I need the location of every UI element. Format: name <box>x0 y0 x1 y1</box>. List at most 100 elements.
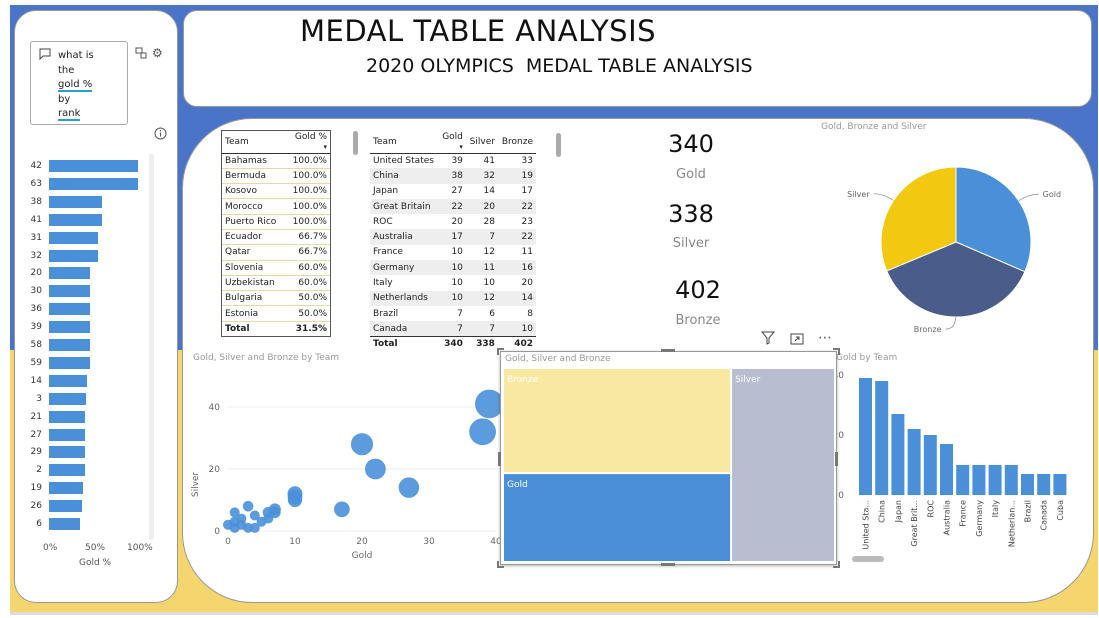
scatter-point[interactable] <box>249 522 260 533</box>
qa-bar[interactable] <box>49 321 90 334</box>
qa-bar[interactable] <box>49 464 85 477</box>
table-row[interactable]: Slovenia 60.0% <box>222 260 330 276</box>
qa-bar[interactable] <box>49 410 86 423</box>
bar[interactable] <box>859 378 872 495</box>
qa-bar[interactable] <box>49 339 90 351</box>
bar[interactable] <box>891 414 905 495</box>
resize-handle[interactable] <box>833 348 840 355</box>
qa-bar[interactable] <box>49 428 85 441</box>
qa-bar[interactable] <box>49 392 87 405</box>
table-row[interactable]: Qatar 66.7% <box>222 244 330 261</box>
scatter-point[interactable] <box>242 500 254 512</box>
table-row[interactable]: Bulgaria 50.0% <box>222 290 330 306</box>
focus-mode-icon[interactable] <box>790 332 804 349</box>
table-row[interactable]: Morocco 100.0% <box>222 198 330 215</box>
qa-bar[interactable] <box>49 482 83 495</box>
pie-slice-silver[interactable] <box>880 166 957 272</box>
scatter-point[interactable] <box>223 519 233 530</box>
scatter-point[interactable] <box>469 418 496 446</box>
col-header-silver[interactable]: Silver <box>469 136 495 147</box>
resize-handle[interactable] <box>497 561 504 568</box>
bar[interactable] <box>923 435 937 495</box>
info-icon[interactable] <box>154 127 167 143</box>
qa-bar[interactable] <box>49 303 90 316</box>
pie-slice-gold[interactable] <box>955 166 1032 273</box>
qa-bar[interactable] <box>49 249 98 262</box>
bar[interactable] <box>988 465 1002 495</box>
bar[interactable] <box>940 444 953 495</box>
scatter-point[interactable] <box>256 516 267 527</box>
table-row[interactable]: Puerto Rico 100.0% <box>222 214 330 230</box>
qa-bar[interactable] <box>49 267 90 280</box>
table-row[interactable]: Germany 10 11 16 <box>370 260 536 276</box>
scatter-point[interactable] <box>229 507 240 518</box>
qa-bar[interactable] <box>49 160 138 172</box>
col-header-team[interactable]: Team <box>225 136 249 147</box>
treemap-tile-silver[interactable] <box>732 369 834 561</box>
table-row[interactable]: Uzbekistan 60.0% <box>222 275 330 291</box>
table-row[interactable]: Australia 17 7 22 <box>370 229 536 245</box>
scatter-point[interactable] <box>334 501 350 518</box>
resize-handle[interactable] <box>498 452 501 466</box>
table-row[interactable]: Canada 7 7 10 <box>370 321 536 337</box>
qa-bar[interactable] <box>49 231 98 244</box>
col-header-gold[interactable]: Gold ▾ <box>442 131 463 151</box>
scatter-point[interactable] <box>398 477 420 498</box>
table-row[interactable]: Japan 27 14 17 <box>370 183 536 199</box>
col-header-team[interactable]: Team <box>373 136 397 147</box>
bar[interactable] <box>907 429 921 495</box>
table-row[interactable]: Bermuda 100.0% <box>222 168 330 184</box>
treemap-tile-bronze[interactable] <box>504 369 731 473</box>
table-row[interactable]: France 10 12 11 <box>370 244 536 261</box>
medal-table-scrollbar[interactable] <box>556 133 561 157</box>
scatter-point[interactable] <box>249 510 260 521</box>
gold-pct-table-scrollbar[interactable] <box>353 131 358 155</box>
qa-bar[interactable] <box>49 518 81 530</box>
qa-bar[interactable] <box>49 356 90 369</box>
qa-bar[interactable] <box>49 177 138 190</box>
qa-transform-icon[interactable] <box>135 47 147 62</box>
qa-bar[interactable] <box>49 374 88 387</box>
qa-bar[interactable] <box>49 195 103 208</box>
bar[interactable] <box>1053 474 1067 495</box>
bar-chart-scrollbar[interactable] <box>852 556 884 562</box>
more-options-icon[interactable]: ⋯ <box>818 330 833 346</box>
table-row[interactable]: Brazil 7 6 8 <box>370 305 536 322</box>
resize-handle[interactable] <box>835 452 838 466</box>
qa-bar[interactable] <box>49 500 82 513</box>
table-row[interactable]: Netherlands 10 12 14 <box>370 290 536 306</box>
pie-slice-bronze[interactable] <box>886 241 1026 318</box>
scatter-point[interactable] <box>474 389 504 419</box>
qa-question-box[interactable]: what is the gold % by rank <box>30 41 128 125</box>
bar[interactable] <box>875 381 889 495</box>
scatter-point[interactable] <box>287 492 303 508</box>
table-row[interactable]: ROC 20 28 23 <box>370 214 536 230</box>
gear-icon[interactable]: ⚙ <box>152 46 163 60</box>
table-row[interactable]: Great Britain 22 20 22 <box>370 198 536 215</box>
treemap-tile-gold[interactable] <box>504 474 731 561</box>
scatter-point[interactable] <box>350 433 374 456</box>
col-header-bronze[interactable]: Bronze <box>501 136 533 147</box>
filter-icon[interactable] <box>760 331 776 348</box>
bar[interactable] <box>956 465 970 495</box>
qa-bar[interactable] <box>49 285 90 298</box>
qa-question-text[interactable]: what is the gold % by rank <box>58 50 94 121</box>
bar[interactable] <box>1004 465 1018 495</box>
table-row[interactable]: Ecuador 66.7% <box>222 229 330 245</box>
scatter-point[interactable] <box>365 458 386 480</box>
scatter-point[interactable] <box>262 506 274 518</box>
bar[interactable] <box>972 465 986 495</box>
bar[interactable] <box>1021 474 1034 495</box>
qa-bar[interactable] <box>49 446 85 459</box>
resize-handle[interactable] <box>833 561 840 568</box>
resize-handle[interactable] <box>661 349 675 352</box>
col-header-gold-pct[interactable]: Gold % ▾ <box>294 131 327 151</box>
qa-bar[interactable] <box>49 213 103 226</box>
resize-handle[interactable] <box>497 348 504 355</box>
table-row[interactable]: United States 39 41 33 <box>370 153 536 169</box>
resize-handle[interactable] <box>661 563 675 566</box>
bar[interactable] <box>1037 474 1051 495</box>
table-row[interactable]: Kosovo 100.0% <box>222 183 330 199</box>
table-row[interactable]: Italy 10 10 20 <box>370 275 536 291</box>
table-row[interactable]: Bahamas 100.0% <box>222 153 330 169</box>
